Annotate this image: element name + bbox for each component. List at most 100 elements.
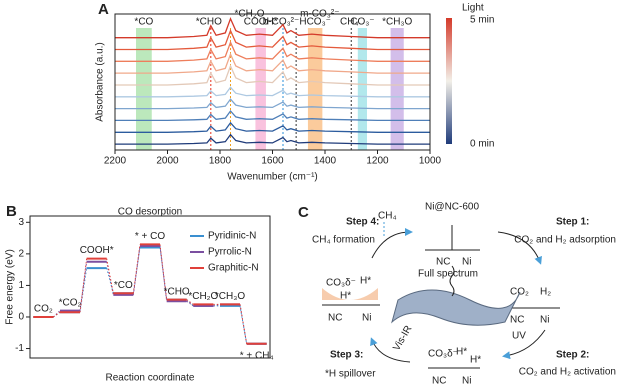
- panel-c: C Ni@NC-600 Step 4: CH₄ formation Step 1…: [298, 202, 616, 387]
- colorbar-top: 5 min: [470, 15, 494, 26]
- x-tick-label: 1800: [209, 156, 232, 167]
- spectrum: [115, 16, 430, 39]
- connector: [186, 299, 194, 305]
- state-label: *CO: [114, 280, 133, 291]
- panel-label: A: [98, 1, 109, 18]
- light-wave: [449, 265, 455, 297]
- colorbar: [446, 18, 452, 144]
- band: [357, 28, 367, 150]
- legend-label: Pyrrolic-N: [208, 247, 252, 258]
- step-title: Step 4:: [346, 217, 379, 228]
- spectrum: [115, 121, 430, 133]
- step-title: Step 1:: [556, 217, 589, 228]
- catalyst-name: Ni@NC-600: [425, 202, 479, 213]
- x-tick-label: 2000: [156, 156, 179, 167]
- state-label: * + CH₄: [240, 350, 274, 361]
- state-label: * + CO: [135, 231, 166, 242]
- x-tick-label: 2200: [104, 156, 127, 167]
- site-label: Ni: [540, 315, 549, 326]
- connector: [79, 261, 88, 311]
- band-label: COOH*: [244, 17, 278, 28]
- site-label: NC: [328, 313, 342, 324]
- site-label: H₂: [540, 287, 551, 298]
- connector: [53, 311, 61, 318]
- connector: [132, 244, 141, 294]
- y-tick-label: -1: [15, 343, 24, 354]
- annotation: CO desorption: [118, 207, 182, 218]
- connector: [186, 300, 194, 307]
- y-tick-label: 1: [18, 280, 24, 291]
- connector: [239, 305, 248, 344]
- spectrum: [115, 98, 430, 110]
- marker-label: b-CO₃²⁻: [263, 17, 300, 28]
- site-bottom: CO₃δ⁻ H* H* NC Ni: [428, 347, 481, 387]
- panel-label: B: [6, 203, 17, 220]
- spectrum: [115, 28, 430, 51]
- state-label: CO₂: [34, 304, 53, 315]
- cycle-arrow: [497, 231, 542, 265]
- connector: [106, 267, 114, 294]
- x-tick-label: 1400: [314, 156, 337, 167]
- y-axis-label: Free energy (eV): [5, 249, 16, 325]
- marker-label: *CHO: [196, 17, 222, 28]
- site-label: H*: [340, 291, 351, 302]
- x-tick-label: 1000: [419, 156, 442, 167]
- plot-frame: [29, 215, 271, 359]
- spectrum: [115, 133, 430, 145]
- site-label: NC: [510, 315, 524, 326]
- band-label: HCO₃⁻: [299, 17, 331, 28]
- x-tick-label: 1200: [366, 156, 389, 167]
- connector: [186, 299, 194, 307]
- light-label: Full spectrum: [418, 269, 478, 280]
- step-desc: *H spillover: [325, 369, 376, 380]
- site-top: NC Ni: [425, 225, 480, 268]
- connector: [159, 245, 168, 302]
- band: [255, 28, 266, 150]
- band: [136, 28, 152, 150]
- state-label: *CHO: [164, 286, 190, 297]
- light-label: UV: [512, 331, 526, 342]
- site-label: NC: [432, 376, 446, 387]
- light-label: Vis-IR: [391, 324, 414, 353]
- x-tick-label: 1600: [261, 156, 284, 167]
- y-axis-label: Absorbance (a.u.): [95, 42, 106, 122]
- step-desc: CO₂ and H₂ adsorption: [514, 235, 616, 246]
- step-desc: CH₄ formation: [312, 235, 375, 246]
- spectrum: [115, 86, 430, 98]
- x-axis-label: Reaction coordinate: [106, 373, 195, 384]
- site-label: Ni: [462, 257, 471, 268]
- cycle-arrow: [371, 228, 413, 259]
- band: [390, 28, 404, 150]
- connector: [132, 245, 141, 295]
- legend-label: Graphitic-N: [208, 263, 259, 274]
- state-label: *CH₃O: [215, 291, 245, 302]
- band-label: *CH₃O: [382, 17, 412, 28]
- spectrum: [115, 52, 430, 74]
- state-label: *CH₂O: [188, 291, 218, 302]
- site-left: CO₃δ⁻ H* H* NC Ni: [322, 276, 380, 324]
- connector: [106, 261, 114, 295]
- cycle-arrow: [370, 337, 411, 363]
- connector: [159, 244, 168, 300]
- band-label: CO₃⁻: [350, 17, 374, 28]
- x-axis-label: Wavenumber (cm⁻¹): [227, 172, 317, 183]
- site-label: CO₃δ⁻: [326, 278, 356, 289]
- connector: [106, 258, 114, 294]
- spectrum: [115, 109, 430, 122]
- site-label: NC: [436, 257, 450, 268]
- step-desc: CO₂ and H₂ activation: [519, 367, 616, 378]
- site-label: H*: [470, 355, 481, 366]
- step-title: Step 2:: [556, 350, 589, 361]
- y-tick-label: 0: [18, 312, 24, 323]
- cycle-arrow: [502, 329, 546, 360]
- legend-label: Pyridinic-N: [208, 231, 256, 242]
- connector: [52, 310, 61, 318]
- catalyst-sheet: [391, 289, 521, 326]
- spectrum: [115, 64, 430, 86]
- colorbar-bottom: 0 min: [470, 139, 494, 150]
- site-label: H*: [456, 347, 467, 358]
- connector: [213, 303, 221, 307]
- state-label: COOH*: [80, 245, 114, 256]
- band-label: *CO: [134, 17, 153, 28]
